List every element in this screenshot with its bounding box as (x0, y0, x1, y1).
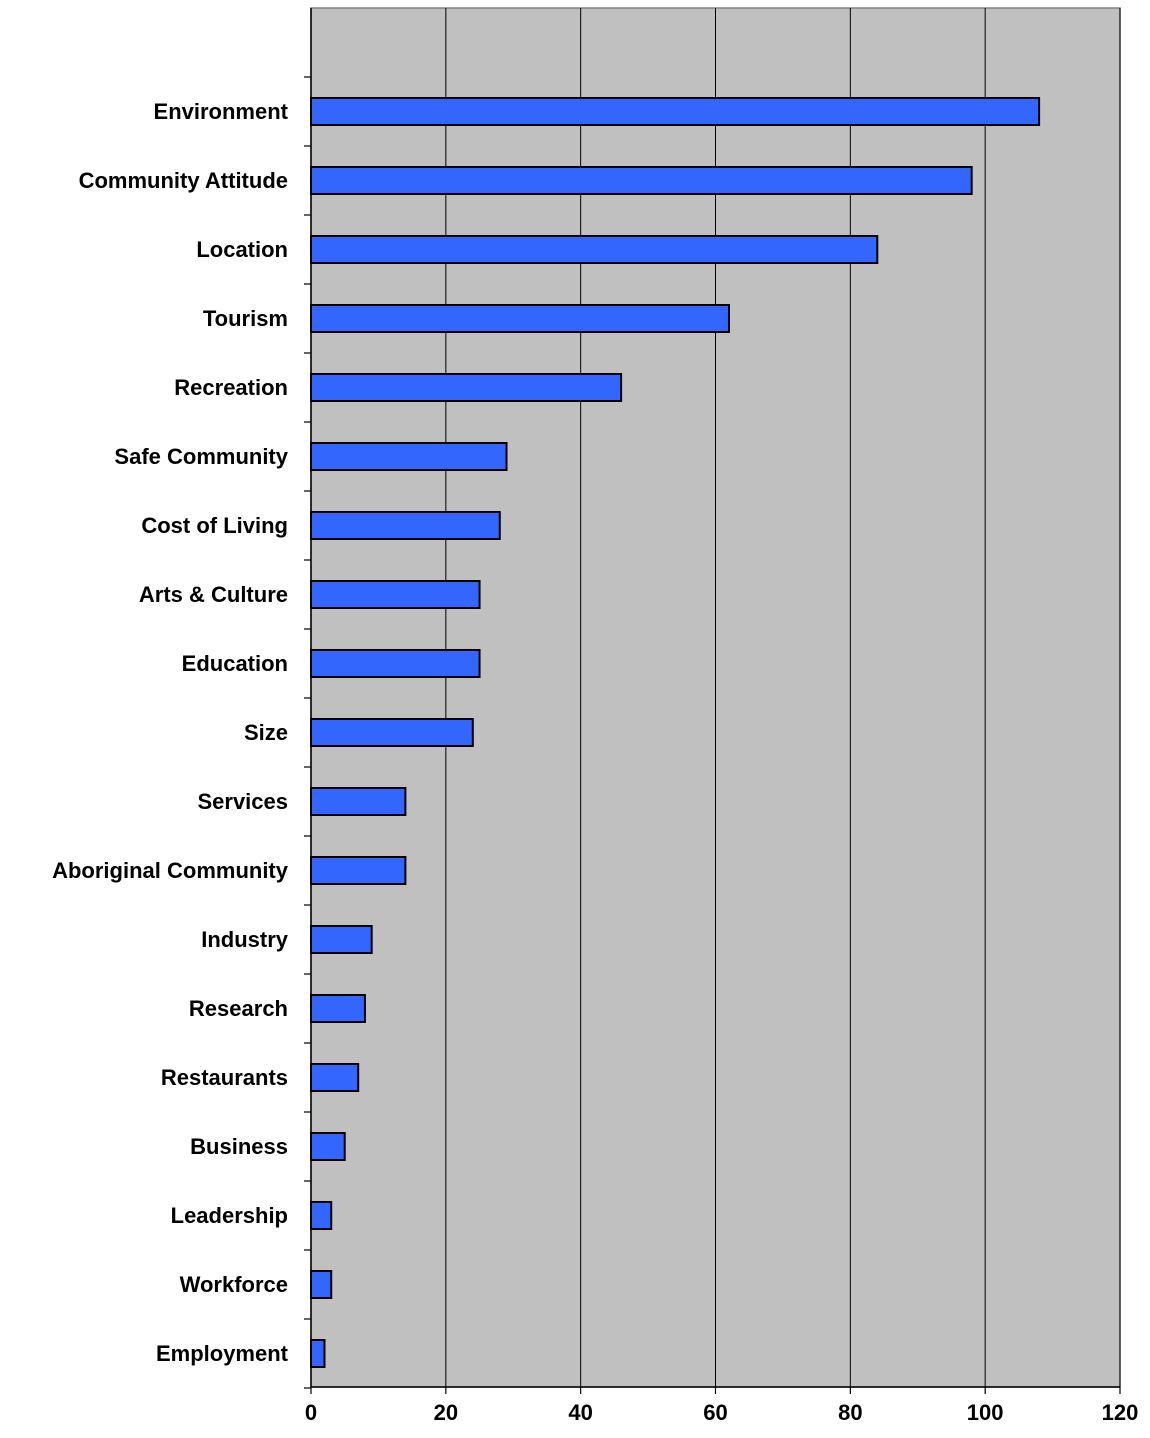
bar-tourism (310, 304, 730, 333)
category-label: Size (244, 720, 288, 745)
bar-environment (310, 97, 1041, 126)
category-label: Business (190, 1134, 288, 1159)
category-label: Safe Community (114, 444, 288, 469)
category-label: Restaurants (161, 1065, 288, 1090)
bar-leadership (310, 1201, 333, 1230)
category-label: Workforce (180, 1272, 288, 1297)
category-label: Environment (154, 99, 289, 124)
category-label: Recreation (174, 375, 288, 400)
category-label: Arts & Culture (139, 582, 288, 607)
x-tick-label: 100 (967, 1400, 1004, 1425)
x-tick-label: 40 (568, 1400, 592, 1425)
bar-services (310, 787, 407, 816)
x-tick-label: 20 (434, 1400, 458, 1425)
category-labels: Environment Community Attitude Location Tou… (52, 99, 289, 1366)
category-label: Aboriginal Community (52, 858, 289, 883)
x-tick-label: 0 (305, 1400, 317, 1425)
category-label: Employment (156, 1341, 289, 1366)
category-label: Leadership (171, 1203, 288, 1228)
bar-research (310, 994, 366, 1023)
bar-business (310, 1132, 346, 1161)
bar-size (310, 718, 474, 747)
bar-restaurants (310, 1063, 360, 1092)
bar-aboriginal-community (310, 856, 407, 885)
bar-location (310, 235, 879, 264)
bar-workforce (310, 1270, 333, 1299)
x-tick-label: 120 (1102, 1400, 1139, 1425)
category-label: Research (189, 996, 288, 1021)
bar-cost-of-living (310, 511, 501, 540)
category-label: Location (196, 237, 288, 262)
bar-employment (310, 1339, 326, 1368)
category-label: Community Attitude (79, 168, 288, 193)
x-tick-label: 60 (703, 1400, 727, 1425)
tick-labels: 0 20 40 60 80 100 120 (305, 1400, 1138, 1425)
category-label: Cost of Living (141, 513, 288, 538)
bar-safe-community (310, 442, 508, 471)
category-label: Tourism (203, 306, 288, 331)
category-label: Education (182, 651, 288, 676)
x-tick-label: 80 (838, 1400, 862, 1425)
category-label: Services (197, 789, 288, 814)
bar-education (310, 649, 481, 678)
bar-arts-culture (310, 580, 481, 609)
category-label: Industry (201, 927, 289, 952)
bars (310, 97, 1041, 1368)
bar-community-attitude (310, 166, 973, 195)
bar-industry (310, 925, 373, 954)
axes (304, 8, 1121, 1394)
bar-recreation (310, 373, 623, 402)
